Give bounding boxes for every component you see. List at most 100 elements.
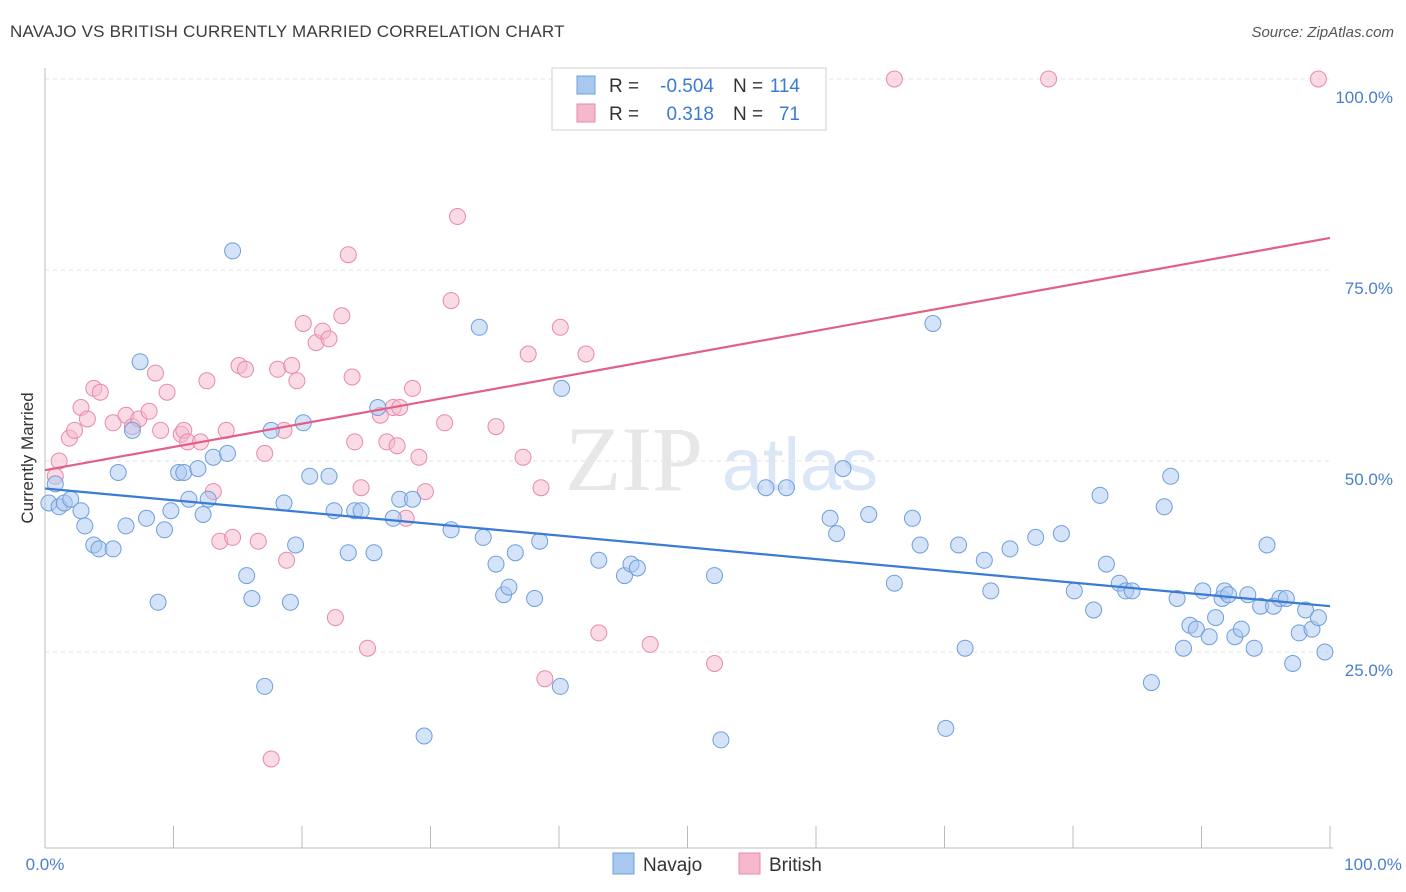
navajo-point bbox=[1168, 590, 1186, 607]
navajo-point bbox=[821, 509, 839, 527]
navajo-point bbox=[911, 536, 929, 554]
navajo-point bbox=[123, 421, 141, 439]
navajo-point bbox=[1162, 467, 1180, 485]
navajo-point bbox=[1187, 620, 1205, 638]
british-point bbox=[359, 639, 376, 657]
british-point bbox=[91, 383, 109, 401]
source-label: Source: ZipAtlas.com bbox=[1251, 24, 1394, 41]
navajo-point bbox=[404, 490, 421, 508]
navajo-point bbox=[712, 731, 730, 749]
navajo-point bbox=[287, 536, 305, 554]
navajo-point bbox=[860, 506, 878, 523]
navajo-point bbox=[1091, 486, 1109, 504]
british-point bbox=[1040, 70, 1058, 88]
navajo-point bbox=[1277, 590, 1295, 607]
british-point bbox=[590, 624, 608, 642]
y-tick-labels: 25.0% 50.0% 75.0% 100.0% bbox=[1335, 88, 1393, 680]
british-point bbox=[339, 246, 357, 264]
navajo-point bbox=[369, 399, 387, 416]
british-r-label: R = bbox=[609, 104, 639, 125]
navajo-point bbox=[628, 559, 646, 577]
navajo-point bbox=[982, 582, 1000, 600]
british-point bbox=[262, 750, 280, 768]
stats-legend-box bbox=[551, 67, 827, 131]
navajo-point bbox=[1258, 536, 1276, 554]
navajo-point bbox=[506, 544, 524, 562]
british-point bbox=[288, 372, 306, 390]
british-point bbox=[706, 655, 723, 672]
navajo-point bbox=[487, 555, 505, 573]
british-point bbox=[333, 307, 351, 325]
navajo-point bbox=[1245, 639, 1263, 657]
navajo-point bbox=[1194, 582, 1212, 600]
navajo-point bbox=[301, 467, 319, 485]
navajo-point bbox=[757, 479, 775, 497]
navajo-point bbox=[1155, 498, 1173, 516]
british-n-value: 71 bbox=[779, 104, 800, 125]
navajo-point bbox=[162, 502, 180, 520]
navajo-r-value: -0.504 bbox=[660, 76, 714, 97]
navajo-point bbox=[131, 353, 149, 371]
british-point bbox=[66, 421, 84, 439]
navajo-point bbox=[956, 639, 974, 657]
watermark-atlas: atlas bbox=[722, 423, 878, 506]
navajo-point bbox=[117, 517, 135, 535]
navajo-point bbox=[777, 479, 795, 497]
british-point bbox=[140, 402, 158, 420]
navajo-point bbox=[275, 494, 293, 512]
navajo-point bbox=[149, 593, 167, 611]
british-r-value: 0.318 bbox=[666, 104, 714, 125]
navajo-point bbox=[194, 506, 212, 523]
british-point bbox=[449, 208, 466, 225]
british-legend-swatch bbox=[576, 103, 596, 123]
british-point bbox=[404, 379, 421, 397]
british-point bbox=[577, 345, 595, 363]
y-axis-label: Currently Married bbox=[18, 392, 37, 523]
watermark-zip: ZIP bbox=[565, 408, 703, 510]
british-point bbox=[320, 330, 338, 348]
navajo-point bbox=[204, 448, 222, 466]
navajo-point bbox=[1232, 620, 1250, 638]
british-point bbox=[410, 448, 428, 466]
navajo-point bbox=[500, 578, 518, 596]
navajo-point bbox=[474, 528, 492, 546]
legend-british-swatch bbox=[738, 852, 761, 875]
navajo-point bbox=[281, 593, 299, 611]
legend-navajo-swatch bbox=[612, 852, 635, 875]
navajo-point bbox=[1207, 609, 1225, 627]
british-point bbox=[551, 318, 569, 336]
british-point bbox=[104, 414, 122, 432]
navajo-point bbox=[1085, 601, 1103, 619]
navajo-point bbox=[1123, 582, 1141, 600]
navajo-n-label: N = bbox=[733, 76, 763, 97]
legend-navajo-label: Navajo bbox=[643, 855, 702, 876]
british-point bbox=[256, 444, 274, 462]
british-point bbox=[436, 414, 454, 432]
navajo-point bbox=[189, 460, 207, 478]
navajo-point bbox=[924, 315, 942, 332]
british-point bbox=[224, 528, 242, 546]
british-point bbox=[1309, 70, 1327, 88]
navajo-point bbox=[1001, 540, 1019, 558]
navajo-point bbox=[903, 509, 921, 527]
navajo-point bbox=[1097, 555, 1115, 573]
navajo-point bbox=[180, 490, 198, 508]
navajo-point bbox=[470, 318, 488, 336]
navajo-point bbox=[834, 460, 852, 478]
navajo-point bbox=[1175, 639, 1192, 657]
navajo-point bbox=[224, 242, 242, 260]
stats-legend: R = -0.504 N = 114 R = 0.318 N = 71 bbox=[551, 67, 827, 131]
british-point bbox=[536, 670, 554, 688]
navajo-point bbox=[109, 464, 127, 481]
british-point bbox=[237, 360, 254, 378]
navajo-point bbox=[352, 502, 370, 520]
navajo-r-label: R = bbox=[609, 76, 639, 97]
navajo-point bbox=[937, 719, 955, 737]
navajo-point bbox=[526, 590, 544, 607]
navajo-point bbox=[384, 509, 402, 527]
navajo-point bbox=[72, 502, 90, 520]
british-point bbox=[416, 483, 434, 501]
british-point bbox=[294, 315, 312, 332]
navajo-point bbox=[1239, 586, 1257, 604]
navajo-point bbox=[950, 536, 968, 554]
